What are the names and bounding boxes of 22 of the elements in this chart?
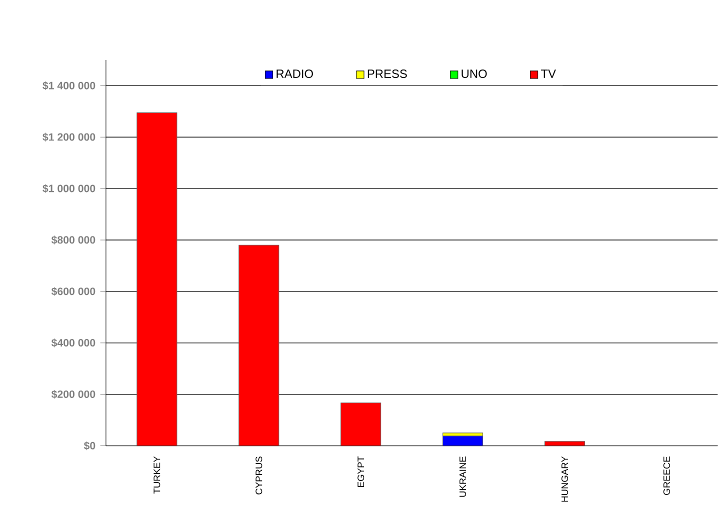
x-tick-label: GREECE: [663, 456, 670, 496]
bar: [544, 441, 585, 446]
y-tick-label: $800 000: [51, 236, 96, 244]
x-tick-label: EGYPT: [358, 456, 364, 487]
y-tick-label: $400 000: [51, 338, 96, 348]
legend-label: TV: [541, 70, 556, 78]
bar: [238, 245, 280, 446]
y-tick-label: $1 000 000: [42, 184, 96, 194]
x-tick-label: CYPRUS: [256, 456, 262, 495]
y-tick-label: $1 200 000: [42, 132, 96, 142]
legend-label: UNO: [462, 70, 487, 78]
y-tick-label: $600 000: [51, 287, 96, 296]
bar: [136, 112, 178, 446]
x-tick-label: UKRAINE: [460, 456, 466, 497]
x-tick-label: HUNGARY: [561, 456, 568, 502]
bar: [340, 402, 382, 446]
legend-label: PRESS: [368, 70, 407, 78]
y-tick-label: $200 000: [51, 390, 96, 399]
legend-label: RADIO: [276, 70, 313, 78]
y-tick-label: $0: [84, 442, 96, 450]
y-tick-label: $1 400 000: [42, 81, 96, 90]
x-tick-label: TURKEY: [154, 456, 160, 494]
